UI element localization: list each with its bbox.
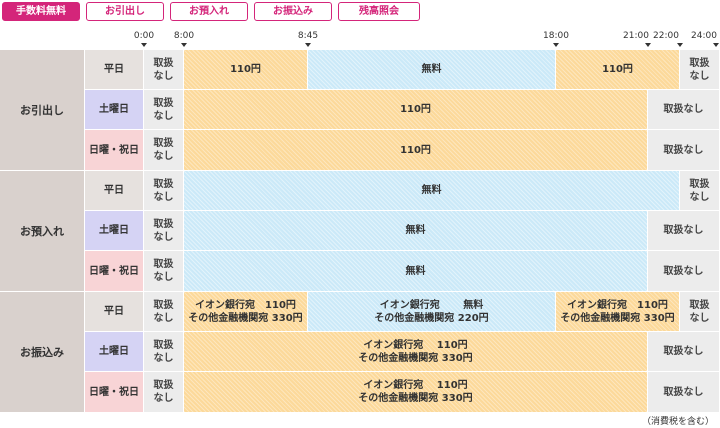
fee-cell: 110円 bbox=[184, 50, 308, 90]
other-bank-fee-line: その他金融機関宛 220円 bbox=[374, 312, 489, 324]
other-bank-fee-line: その他金融機関宛 330円 bbox=[560, 312, 675, 324]
not-handled-cell: 取扱 なし bbox=[144, 211, 184, 251]
tab-deposit[interactable]: お預入れ bbox=[170, 2, 248, 21]
day-weekday: 平日 bbox=[85, 171, 144, 211]
tab-fee-free[interactable]: 手数料無料 bbox=[2, 2, 80, 21]
tax-footnote: （消費税を含む） bbox=[641, 417, 714, 427]
not-handled-cell: 取扱 なし bbox=[144, 171, 184, 211]
fee-cell: イオン銀行宛 110円 その他金融機関宛 330円 bbox=[184, 372, 648, 413]
tick-marker bbox=[553, 43, 559, 47]
aeon-fee-line: イオン銀行宛 110円 bbox=[567, 299, 668, 311]
aeon-fee-line: イオン銀行宛 無料 bbox=[379, 299, 484, 311]
fee-cell: イオン銀行宛 110円 その他金融機関宛 330円 bbox=[556, 292, 680, 332]
not-handled-cell: 取扱 なし bbox=[144, 90, 184, 130]
not-handled-cell: 取扱 なし bbox=[680, 50, 720, 90]
tick-2400: 24:00 bbox=[691, 31, 717, 41]
aeon-fee-line: イオン銀行宛 110円 bbox=[363, 380, 468, 391]
tick-0000: 0:00 bbox=[133, 31, 155, 41]
day-holiday: 日曜・祝日 bbox=[85, 372, 144, 413]
day-saturday: 土曜日 bbox=[85, 332, 144, 372]
fee-cell: 110円 bbox=[556, 50, 680, 90]
not-handled-cell: 取扱 なし bbox=[144, 50, 184, 90]
day-weekday: 平日 bbox=[85, 50, 144, 90]
not-handled-cell: 取扱 なし bbox=[680, 171, 720, 211]
free-cell: 無料 bbox=[308, 50, 556, 90]
fee-cell: 110円 bbox=[184, 130, 648, 171]
tick-1800: 18:00 bbox=[543, 31, 569, 41]
tab-transfer[interactable]: お振込み bbox=[254, 2, 332, 21]
not-handled-cell: 取扱なし bbox=[648, 332, 720, 372]
fee-cell: 110円 bbox=[184, 90, 648, 130]
other-bank-fee-line: その他金融機関宛 330円 bbox=[358, 352, 473, 364]
tick-marker bbox=[645, 43, 651, 47]
other-bank-fee-line: その他金融機関宛 330円 bbox=[188, 312, 303, 324]
not-handled-cell: 取扱 なし bbox=[680, 292, 720, 332]
day-holiday: 日曜・祝日 bbox=[85, 130, 144, 171]
tick-marker bbox=[305, 43, 311, 47]
not-handled-cell: 取扱 なし bbox=[144, 332, 184, 372]
group-deposit: お預入れ bbox=[0, 171, 85, 292]
not-handled-cell: 取扱なし bbox=[648, 372, 720, 413]
not-handled-cell: 取扱なし bbox=[648, 90, 720, 130]
free-cell: 無料 bbox=[184, 251, 648, 292]
day-saturday: 土曜日 bbox=[85, 211, 144, 251]
tick-marker bbox=[181, 43, 187, 47]
not-handled-cell: 取扱なし bbox=[648, 130, 720, 171]
free-cell: イオン銀行宛 無料 その他金融機関宛 220円 bbox=[308, 292, 556, 332]
fee-cell: イオン銀行宛 110円 その他金融機関宛 330円 bbox=[184, 332, 648, 372]
day-saturday: 土曜日 bbox=[85, 90, 144, 130]
other-bank-fee-line: その他金融機関宛 330円 bbox=[358, 393, 473, 404]
not-handled-cell: 取扱 なし bbox=[144, 372, 184, 413]
fee-cell: イオン銀行宛 110円 その他金融機関宛 330円 bbox=[184, 292, 308, 332]
free-cell: 無料 bbox=[184, 171, 680, 211]
tick-2100: 21:00 bbox=[623, 31, 649, 41]
aeon-fee-line: イオン銀行宛 110円 bbox=[363, 339, 468, 351]
tick-marker bbox=[713, 43, 719, 47]
day-holiday: 日曜・祝日 bbox=[85, 251, 144, 292]
tab-balance[interactable]: 残高照会 bbox=[338, 2, 420, 21]
not-handled-cell: 取扱なし bbox=[648, 251, 720, 292]
not-handled-cell: 取扱 なし bbox=[144, 292, 184, 332]
free-cell: 無料 bbox=[184, 211, 648, 251]
not-handled-cell: 取扱 なし bbox=[144, 251, 184, 292]
group-transfer: お振込み bbox=[0, 292, 85, 413]
tick-0800: 8:00 bbox=[173, 31, 195, 41]
tick-marker bbox=[141, 43, 147, 47]
tick-0845: 8:45 bbox=[297, 31, 319, 41]
not-handled-cell: 取扱 なし bbox=[144, 130, 184, 171]
day-weekday: 平日 bbox=[85, 292, 144, 332]
tick-marker bbox=[677, 43, 683, 47]
tab-withdrawal[interactable]: お引出し bbox=[86, 2, 164, 21]
aeon-fee-line: イオン銀行宛 110円 bbox=[195, 299, 296, 311]
group-withdrawal: お引出し bbox=[0, 50, 85, 171]
not-handled-cell: 取扱なし bbox=[648, 211, 720, 251]
tick-2200: 22:00 bbox=[653, 31, 679, 41]
